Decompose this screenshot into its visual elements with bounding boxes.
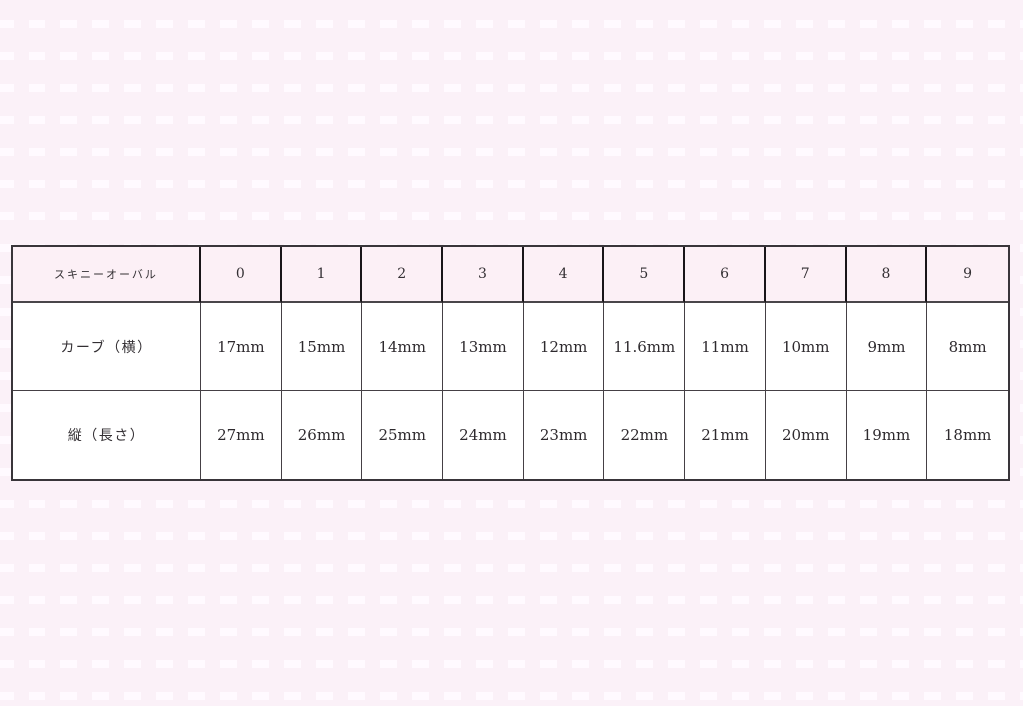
size-chart-table: スキニーオーバル 0 1 2 3 4 5 6 7 8 9 カーブ（横） 17mm…: [11, 245, 1010, 481]
length-value-size-4: 23mm: [523, 391, 605, 479]
size-column-header-4: 4: [523, 247, 605, 303]
curve-value-size-6: 11mm: [685, 303, 766, 391]
curve-value-size-0: 17mm: [201, 303, 282, 391]
row-label-curve-width: カーブ（横）: [13, 303, 201, 391]
row-label-length: 縦（長さ）: [13, 391, 201, 479]
length-value-size-5: 22mm: [604, 391, 686, 479]
length-value-size-8: 19mm: [846, 391, 928, 479]
length-value-size-3: 24mm: [443, 391, 524, 479]
curve-value-size-5: 11.6mm: [604, 303, 686, 391]
curve-value-size-1: 15mm: [281, 303, 363, 391]
length-value-size-0: 27mm: [201, 391, 282, 479]
size-column-header-1: 1: [281, 247, 363, 303]
curve-value-size-8: 9mm: [846, 303, 928, 391]
size-column-header-9: 9: [927, 247, 1008, 303]
size-column-header-6: 6: [685, 247, 766, 303]
curve-value-size-3: 13mm: [443, 303, 524, 391]
size-column-header-5: 5: [604, 247, 686, 303]
length-value-size-6: 21mm: [685, 391, 766, 479]
length-value-size-1: 26mm: [281, 391, 363, 479]
length-value-size-9: 18mm: [927, 391, 1008, 479]
size-column-header-8: 8: [846, 247, 928, 303]
size-column-header-0: 0: [201, 247, 282, 303]
size-column-header-3: 3: [443, 247, 524, 303]
length-value-size-7: 20mm: [765, 391, 847, 479]
curve-value-size-7: 10mm: [765, 303, 847, 391]
size-column-header-7: 7: [765, 247, 847, 303]
size-column-header-2: 2: [362, 247, 444, 303]
curve-value-size-9: 8mm: [927, 303, 1008, 391]
curve-value-size-2: 14mm: [362, 303, 444, 391]
table-header-product-name: スキニーオーバル: [13, 247, 201, 303]
curve-value-size-4: 12mm: [523, 303, 605, 391]
length-value-size-2: 25mm: [362, 391, 444, 479]
